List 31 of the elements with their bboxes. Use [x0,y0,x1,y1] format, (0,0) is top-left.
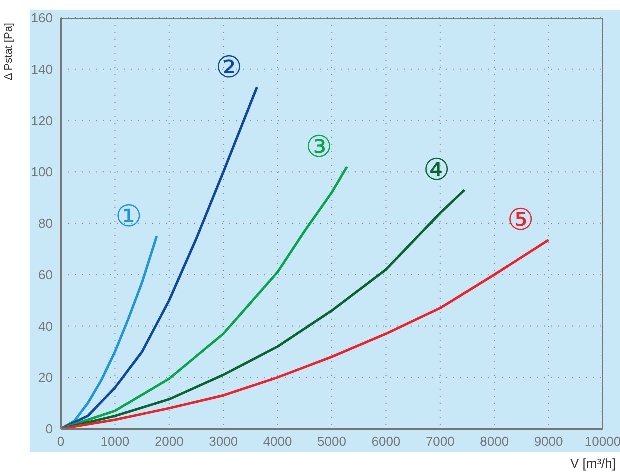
line-series [61,235,158,429]
x-tick-label: 4000 [263,434,292,450]
line-series [61,238,550,429]
y-tick-label: 160 [31,10,53,26]
x-tick-label: 6000 [372,434,401,450]
x-tick-label: 3000 [209,434,238,450]
series-label: ③ [306,130,333,165]
series-label: ② [216,50,243,86]
y-tick-label: 120 [31,113,53,128]
x-tick-label: 7000 [426,434,455,450]
x-tick-label: 9000 [534,434,564,450]
line-series [61,166,348,429]
x-tick-label: 5000 [318,434,346,450]
y-tick-label: 60 [38,267,53,282]
x-tick-label: 0 [57,434,65,450]
x-tick-label: 1000 [100,434,130,450]
line-series [61,188,466,429]
series-label: ① [115,199,142,234]
x-tick-label: 8000 [480,434,510,450]
line-series [61,86,258,429]
x-axis-title: V [m³/h] [570,456,616,471]
series-label: ④ [423,153,450,188]
y-tick-label: 20 [38,370,53,386]
y-tick-label: 80 [38,216,53,232]
y-tick-label: 0 [46,422,53,437]
x-tick-label: 2000 [154,434,184,450]
y-tick-label: 40 [38,318,53,334]
series-label: ⑤ [507,203,534,238]
y-tick-label: 140 [31,62,53,77]
y-axis-title: Δ Pstat [Pa] [3,23,15,82]
y-tick-label: 100 [31,164,53,180]
